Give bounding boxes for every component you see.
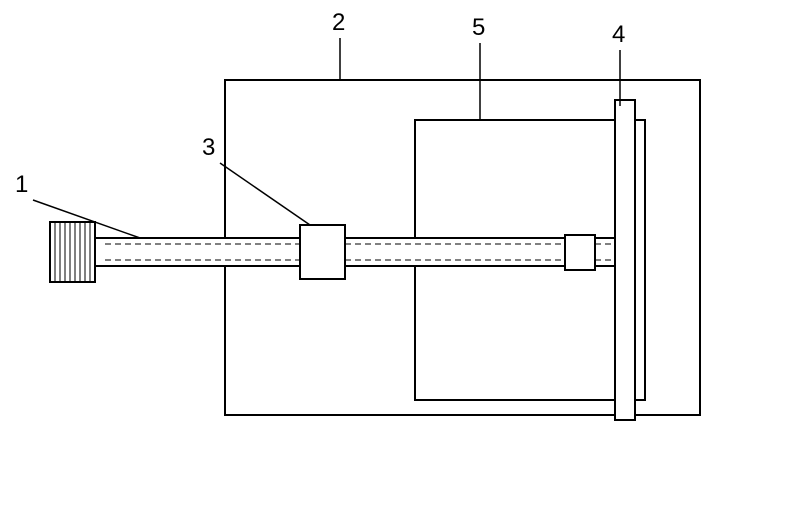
leader-3 (220, 163, 310, 225)
label-3: 3 (202, 134, 215, 161)
vertical-bar (615, 100, 635, 420)
small-right-block (565, 235, 595, 270)
knob (50, 222, 95, 282)
label-1: 1 (15, 171, 28, 198)
block-3 (300, 225, 345, 279)
shaft-tube (95, 238, 615, 266)
label-5: 5 (472, 14, 485, 41)
label-4: 4 (612, 21, 625, 48)
label-2: 2 (332, 9, 345, 36)
